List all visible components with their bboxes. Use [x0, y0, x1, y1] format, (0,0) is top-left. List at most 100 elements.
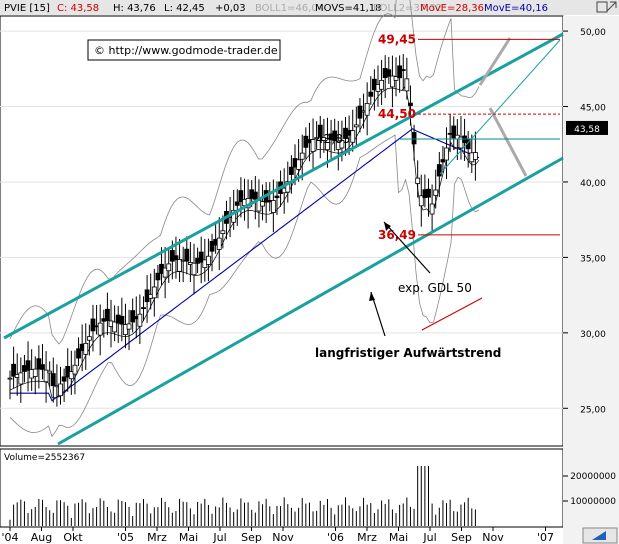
candle-body	[260, 201, 265, 207]
trend-annotation: langfristiger Aufwärtstrend	[315, 346, 501, 360]
time-tick-label: Okt	[63, 531, 83, 544]
candle-body	[119, 315, 125, 325]
lower-trend-line	[57, 156, 564, 446]
candle-body	[314, 137, 320, 140]
header-boll2: BOLL2=37,32	[373, 3, 442, 14]
candle-body	[11, 363, 17, 377]
candle-body	[252, 191, 258, 200]
price-axis: 25,00 30,00 35,00 40,00 45,00 50,00 43,58	[563, 28, 608, 415]
time-tick-label: '05	[117, 531, 134, 544]
projection-line-up	[478, 37, 512, 86]
candle-body	[141, 307, 146, 310]
candle-body	[415, 177, 421, 184]
pen-icon[interactable]	[592, 531, 606, 540]
copyright-text[interactable]: © http://www.godmode-trader.de	[94, 44, 278, 57]
boll-lower	[9, 134, 480, 438]
candle-body	[444, 147, 449, 161]
candle-body	[404, 78, 410, 92]
level-label: 44,50	[378, 107, 416, 121]
time-tick-label: Mai	[389, 531, 408, 544]
candle-body	[418, 195, 424, 207]
level-label: 49,45	[378, 32, 416, 46]
candle-body	[184, 248, 190, 262]
time-axis: '04 Aug Okt '05 Mrz Mai Jul Sep Nov '06 Mrz Mai Jul S…	[1, 527, 554, 544]
candle-body	[299, 152, 305, 160]
candle-body	[209, 240, 215, 252]
header-change: +0,03	[215, 3, 246, 14]
price-tick-label: 35,00	[580, 254, 606, 264]
volume-axis: 10000000 20000000	[563, 472, 616, 507]
axis-strip	[563, 16, 619, 544]
candle-body	[411, 132, 417, 145]
header-boll1: BOLL1=46,04	[255, 3, 324, 14]
candle-body	[393, 76, 399, 81]
candle-body	[451, 125, 457, 139]
candle-body	[123, 324, 128, 336]
candle-body	[47, 370, 53, 374]
header-high: H: 43,76	[113, 3, 156, 14]
candle-body	[40, 364, 45, 370]
price-grid	[0, 30, 563, 409]
price-tick-label: 45,00	[580, 104, 606, 114]
candle-body	[379, 80, 384, 90]
header-bar	[0, 0, 619, 15]
candle-body	[296, 159, 302, 170]
candle-body	[440, 159, 446, 163]
level-label: 42,85	[316, 132, 350, 146]
candle-body	[126, 323, 132, 330]
candle-body	[36, 358, 42, 370]
header-close: C: 43,58	[57, 3, 99, 14]
candle-body	[7, 377, 13, 380]
candle-body	[270, 200, 276, 213]
projection-line	[488, 107, 528, 177]
candle-body	[350, 130, 356, 143]
copyright-box	[87, 39, 281, 61]
candle-body	[216, 237, 222, 250]
header-info: PVIE [15] C: 43,58 H: 43,76 L: 42,45 +0,…	[4, 3, 548, 14]
candle-body	[166, 263, 172, 272]
candle-body	[198, 251, 204, 263]
bollinger-bands	[9, 0, 480, 438]
price-tick-label: 25,00	[580, 405, 606, 415]
candle-body	[234, 201, 240, 206]
price-tick-label: 50,00	[580, 28, 606, 38]
candle-body	[191, 262, 197, 276]
ema-50-line	[10, 128, 480, 402]
candle-body	[76, 348, 81, 359]
candle-body	[231, 209, 237, 223]
candle-body	[90, 318, 96, 332]
window-box-icon[interactable]	[596, 1, 608, 13]
candle-body	[288, 166, 294, 175]
candle-body	[173, 255, 179, 261]
time-tick-label: Nov	[482, 531, 504, 544]
current-price-label: 43,58	[574, 125, 600, 135]
candle-body	[339, 140, 345, 149]
candle-body	[238, 190, 244, 203]
time-tick-label: '06	[327, 531, 344, 544]
price-tick-label: 30,00	[580, 330, 606, 340]
header-movs: MOVS=41,18	[315, 3, 382, 14]
candle-body	[364, 103, 370, 116]
candle-body	[433, 189, 439, 196]
current-price-box	[566, 120, 608, 135]
trend-lines	[3, 32, 564, 446]
candle-body	[310, 139, 316, 152]
candle-body	[353, 124, 359, 128]
candle-body	[400, 69, 406, 71]
time-tick-label: '04	[1, 531, 18, 544]
candle-body	[472, 152, 478, 160]
annotation-arrows	[369, 221, 431, 337]
time-tick-label: Aug	[31, 531, 52, 544]
red-hint-stroke	[421, 297, 483, 331]
candle-body	[86, 336, 92, 341]
candle-body	[112, 321, 118, 333]
short-trend-line	[439, 39, 561, 175]
time-tick-label: '07	[537, 531, 554, 544]
candle-body	[429, 203, 435, 215]
candle-body	[220, 230, 226, 234]
candle-body	[72, 364, 78, 375]
level-lines: 49,45 44,50 36,49 42,85	[316, 32, 560, 242]
time-tick-label: Mrz	[357, 531, 377, 544]
expand-arrow-icon[interactable]	[606, 1, 617, 12]
